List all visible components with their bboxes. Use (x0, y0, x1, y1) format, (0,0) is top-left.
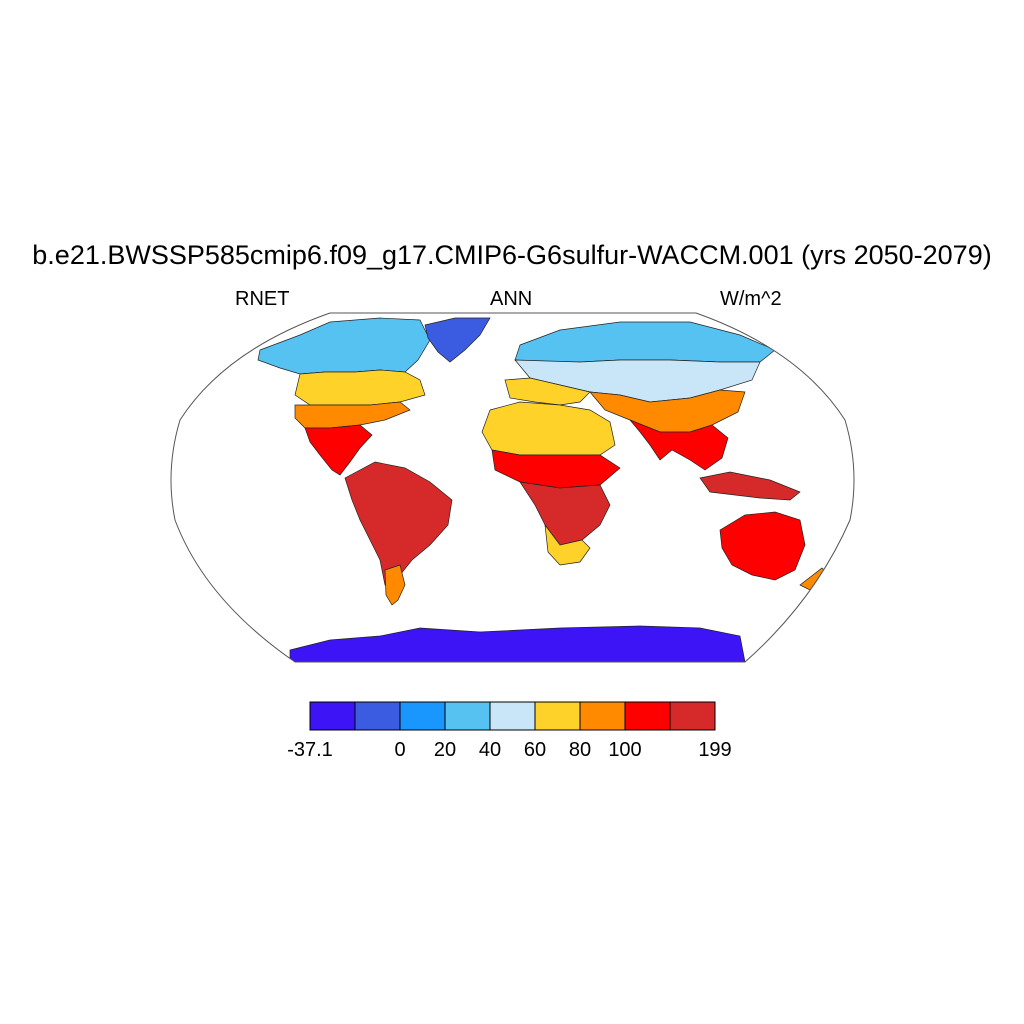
southern-africa (544, 523, 591, 566)
variable-label: RNET (235, 288, 290, 310)
colorbar-tick-label: 40 (479, 739, 501, 761)
colorbar-tick-label: 80 (569, 739, 591, 761)
colorbar-tick-label: 0 (394, 739, 405, 761)
colorbar-box (444, 701, 491, 731)
figure-title: b.e21.BWSSP585cmip6.f09_g17.CMIP6-G6sulf… (32, 240, 992, 270)
globe-outline (170, 312, 855, 663)
colorbar-box (624, 701, 671, 731)
colorbar-tick-label: 60 (524, 739, 546, 761)
central-america (304, 424, 373, 476)
colorbar-box (669, 701, 716, 731)
colorbar-tick-label: 100 (608, 739, 641, 761)
south-america-south (384, 564, 406, 606)
europe-south (504, 377, 591, 406)
sahel (491, 449, 621, 489)
antarctica (289, 625, 746, 662)
central-africa (519, 481, 611, 546)
north-america-warm (294, 401, 411, 429)
colorbar-box (489, 701, 536, 731)
colorbar-box (399, 701, 446, 731)
south-america (344, 461, 453, 591)
australia (719, 511, 806, 581)
units-label: W/m^2 (720, 288, 782, 310)
colorbar-tick-label: 199 (698, 739, 731, 761)
colorbar-box (534, 701, 581, 731)
colorbar-box (579, 701, 626, 731)
greenland (424, 317, 491, 363)
south-asia (629, 419, 729, 471)
colorbar-tick-label: -37.1 (287, 739, 333, 761)
colorbar-box (354, 701, 401, 731)
north-africa (481, 401, 616, 456)
indonesia (699, 471, 801, 501)
season-label: ANN (490, 288, 533, 310)
colorbar-tick-label: 20 (434, 739, 456, 761)
colorbar-box (309, 701, 356, 731)
